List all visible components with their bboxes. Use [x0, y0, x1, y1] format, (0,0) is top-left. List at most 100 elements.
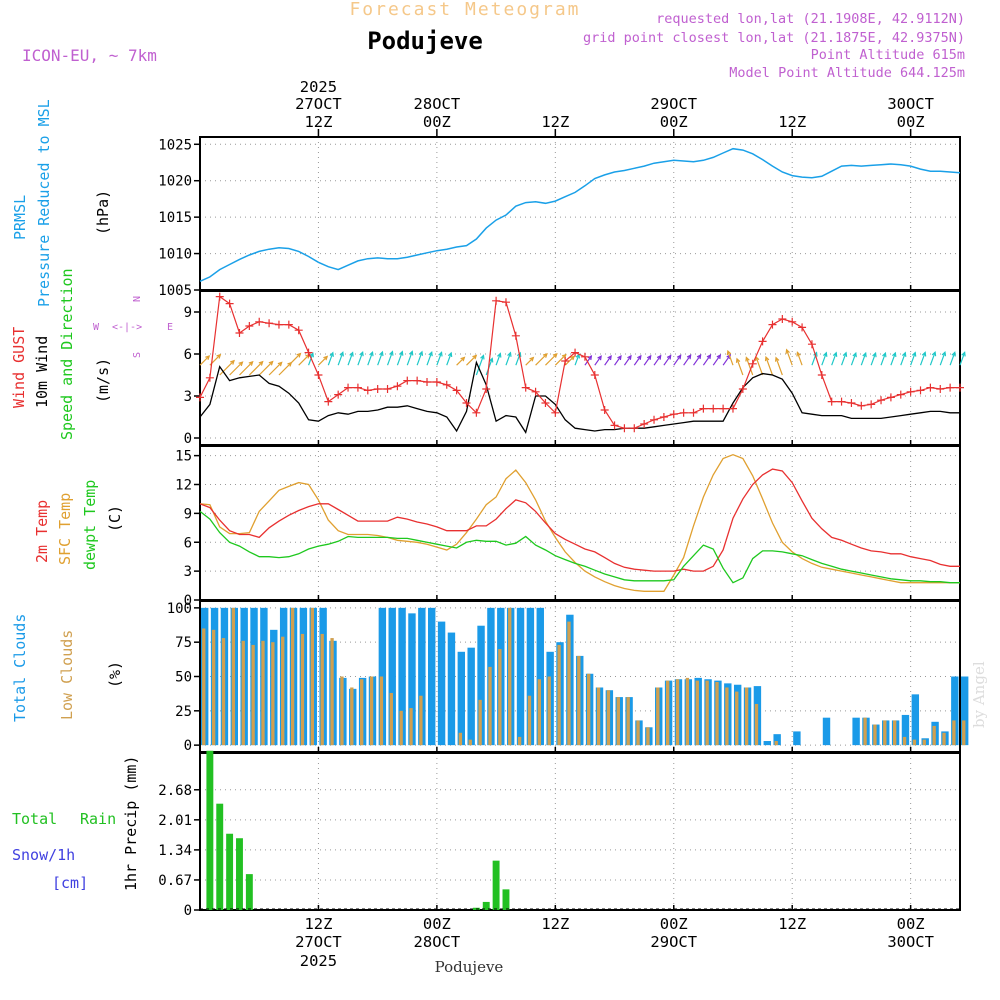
y-tick-label: 0.67 [158, 873, 192, 889]
wind-arrow-head [696, 353, 702, 360]
wind-arrow [929, 350, 937, 366]
wind-gust-point [867, 400, 876, 409]
wind-gust-point [906, 387, 915, 396]
total-cloud-bar [526, 607, 535, 746]
wind-arrow-head [389, 350, 394, 356]
wind-arrow-shaft [475, 355, 485, 376]
wind-arrow [466, 354, 478, 366]
snow-unit-label: [cm] [52, 874, 88, 892]
low-cloud-bar [675, 679, 680, 746]
wind-arrow-shaft [890, 352, 896, 366]
wind-arrow-shaft [308, 353, 314, 366]
wind-arrow [604, 354, 612, 366]
wind-arrow-head [205, 355, 211, 360]
wind-gust-point [827, 397, 836, 406]
wind-arrow-shaft [633, 355, 642, 366]
wind-arrow [545, 352, 558, 366]
wind-arrow-head [529, 356, 535, 362]
wind-arrow-shaft [959, 352, 966, 366]
low-cloud-bar [912, 739, 917, 746]
grid-point-coordinates: grid point closest lon,lat (21.1875E, 42… [583, 30, 965, 46]
wind-arrow-head [268, 360, 274, 366]
wind-arrow [712, 353, 722, 366]
wind-gust-point [748, 359, 757, 368]
wind-gust-point [235, 329, 244, 337]
low-cloud-bar [587, 673, 591, 746]
pressure-msl-label: Pressure Reduced to MSL [35, 99, 53, 307]
y-tick-label: 6 [184, 535, 192, 551]
wind-arrow-shaft [495, 353, 501, 366]
wind-arrow-head [931, 350, 937, 357]
wind-gust-point [956, 383, 964, 392]
total-cloud-bar [763, 741, 771, 746]
low-cloud-bar [596, 687, 601, 746]
wind-arrow-shaft [900, 352, 906, 366]
compass-rose: N <-|-> W E S [93, 296, 173, 358]
wind-arrow [860, 351, 867, 366]
wind-arrow-shaft [831, 352, 837, 366]
wind-arrow-shaft [880, 352, 886, 366]
wind-arrow [268, 361, 283, 376]
wind-gust-point [442, 380, 451, 389]
wind-gust-point [344, 383, 353, 392]
wind-gust-point [334, 390, 343, 399]
wind-gust-point [304, 348, 313, 357]
low-cloud-bar [715, 681, 719, 746]
wind-arrow [764, 355, 774, 376]
wind-arrow [850, 351, 857, 366]
wind-gust-point [363, 386, 372, 395]
wind-arrow-shaft [727, 350, 734, 366]
total-cloud-bar [852, 717, 860, 746]
wind-arrow-head [248, 360, 254, 366]
requested-coordinates: requested lon,lat (21.1908E, 42.9112N) [656, 11, 965, 27]
low-clouds-label: Low Clouds [58, 630, 76, 720]
wind-arrow-head [911, 351, 917, 357]
wind-gust-point [896, 390, 905, 399]
wind-arrow [900, 351, 907, 366]
low-cloud-bar [271, 642, 275, 746]
low-cloud-bar [902, 736, 907, 746]
wind-arrow-head [941, 350, 947, 357]
wind-gust-point [689, 408, 698, 417]
wind-arrow-head [460, 356, 466, 362]
sfc-temp-line [199, 454, 960, 592]
wind-arrow-head [488, 357, 494, 363]
wind-arrow-shaft [614, 355, 622, 366]
wind-arrow [910, 351, 917, 366]
wind-arrow [386, 350, 394, 366]
total-cloud-bar [398, 607, 406, 746]
low-cloud-bar [962, 720, 966, 746]
wind-arrow-head [726, 349, 732, 356]
wind-arrow-head [796, 351, 801, 357]
low-cloud-bar [478, 699, 482, 746]
low-cloud-bar [606, 690, 611, 746]
wind-arrow-shaft [199, 355, 210, 366]
footer-location: Podujeve [435, 958, 504, 976]
wind-arrow-shaft [436, 352, 443, 366]
wind-gust-point [738, 385, 747, 393]
y-tick-label: 1010 [158, 247, 192, 263]
top-axis-line1: 2025 [300, 78, 337, 96]
pressure-series-line [199, 147, 961, 282]
y-tick-label: 0 [184, 903, 192, 919]
wind-arrow-head [339, 351, 344, 357]
location-title: Podujeve [367, 27, 483, 55]
low-cloud-bar [211, 629, 216, 746]
wind-arrow-shaft [910, 352, 916, 366]
wind-gust-point [877, 396, 886, 405]
y-tick-label: 1.34 [158, 843, 192, 859]
wind-gust-point [393, 382, 402, 391]
y-tick-label: 3 [184, 389, 192, 405]
wind-arrow-head [745, 356, 750, 362]
low-cloud-bar [952, 720, 956, 746]
wind-arrow [880, 351, 887, 366]
wind-arrow-head [832, 351, 838, 357]
y-tick-label: 3 [184, 564, 192, 580]
wind-gust-point [946, 383, 955, 392]
wind-gust-point [857, 401, 866, 410]
top-axis-line3: 12Z [304, 113, 332, 131]
wind-arrow-head [764, 355, 770, 362]
wind-arrow-head [774, 356, 780, 362]
y-tick-label: 2.01 [158, 813, 192, 829]
wind-arrow-head [323, 355, 329, 361]
